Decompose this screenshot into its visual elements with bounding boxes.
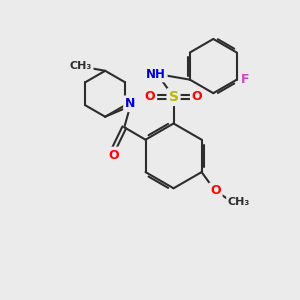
Text: F: F (241, 73, 249, 86)
Text: N: N (125, 97, 135, 110)
Text: O: O (145, 91, 155, 103)
Text: S: S (169, 90, 178, 104)
Text: CH₃: CH₃ (228, 197, 250, 207)
Text: O: O (192, 91, 203, 103)
Text: O: O (109, 148, 119, 161)
Text: NH: NH (146, 68, 166, 80)
Text: O: O (210, 184, 221, 197)
Text: CH₃: CH₃ (70, 61, 92, 71)
